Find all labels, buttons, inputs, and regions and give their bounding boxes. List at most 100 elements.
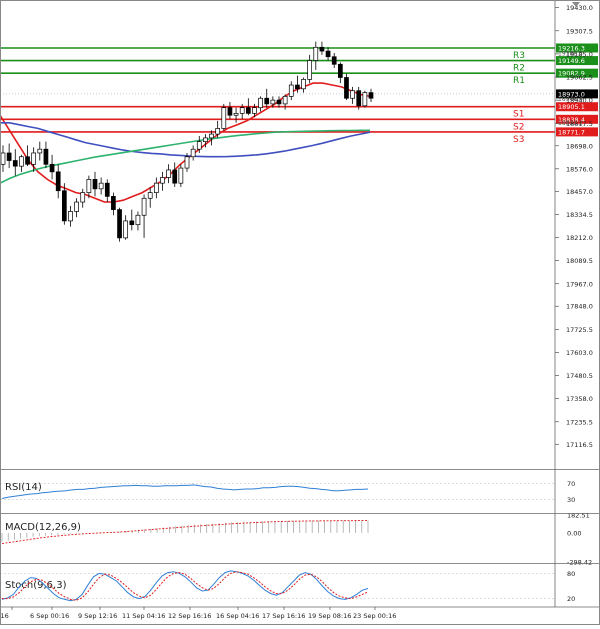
candlestick — [270, 96, 276, 108]
price-tick-label: 18817.5 — [566, 120, 593, 128]
level-tag-label: 18905.1 — [558, 103, 585, 111]
level-name-r1: R1 — [513, 76, 525, 86]
candle-body-up — [221, 107, 227, 129]
candlestick — [245, 98, 251, 116]
candle-body-down — [319, 46, 325, 52]
time-tick-label: 19 Sep 08:16 — [308, 612, 351, 620]
price-tick-label: 18212.0 — [566, 234, 593, 242]
candle-body-up — [301, 79, 306, 90]
candlestick — [301, 77, 306, 93]
candlestick — [43, 141, 49, 169]
candle-body-down — [117, 209, 122, 239]
candlestick — [68, 205, 73, 227]
candlestick — [86, 175, 92, 199]
candle-body-up — [68, 211, 73, 222]
time-tick-label: 9 Sep 12:16 — [78, 612, 117, 620]
candlestick — [178, 164, 184, 187]
candle-body-up — [288, 84, 294, 97]
candlestick — [80, 188, 86, 208]
candle-body-up — [147, 192, 153, 199]
level-tag-label: 18838.4 — [558, 116, 585, 124]
candlestick — [276, 96, 282, 108]
candlestick — [368, 88, 374, 103]
candle-body-down — [55, 171, 61, 192]
candlestick — [221, 103, 227, 131]
candlestick — [295, 75, 300, 93]
candlestick — [6, 143, 12, 169]
candle-body-down — [344, 77, 349, 99]
candlestick — [196, 135, 202, 153]
candlestick — [319, 41, 325, 55]
price-tick-label: 18334.5 — [566, 211, 593, 219]
candle-body-up — [190, 148, 196, 158]
candlestick — [344, 73, 349, 101]
candlestick — [19, 154, 24, 172]
price-tick-label: 17480.5 — [566, 372, 593, 380]
candlestick — [307, 54, 313, 84]
time-tick-label: 16 Sep 04:16 — [216, 612, 259, 620]
candle-body-up — [123, 220, 129, 239]
price-tick-label: 17358.0 — [566, 395, 593, 403]
candle-body-down — [264, 97, 270, 105]
candle-body-down — [295, 84, 300, 90]
level-tag-label: 19149.6 — [558, 57, 585, 65]
price-tick-label: 19185.0 — [566, 50, 593, 58]
level-tag-s3 — [556, 127, 598, 137]
rsi-tick-label: 30 — [567, 496, 575, 504]
candlestick — [61, 183, 67, 225]
candlestick — [215, 120, 221, 138]
candlestick — [203, 134, 208, 148]
candlestick — [160, 171, 165, 191]
price-tick-label: 17967.0 — [566, 280, 593, 288]
price-tick-label: 17725.5 — [566, 326, 593, 334]
price-tick-label: 19430.0 — [566, 4, 593, 12]
candlestick — [104, 179, 110, 203]
candle-body-up — [313, 46, 319, 61]
candlestick — [141, 194, 147, 238]
candlestick — [98, 177, 104, 195]
candle-body-up — [86, 179, 92, 193]
candle-body-up — [74, 201, 79, 212]
candlestick — [313, 41, 319, 70]
faint-price-tag: 19188.5 — [558, 51, 583, 58]
candle-body-up — [0, 152, 6, 165]
candle-body-up — [135, 214, 141, 226]
price-tick-label: 18457.0 — [566, 188, 593, 196]
moving-average-line-2 — [0, 122, 371, 158]
price-tick-label: 18698.0 — [566, 142, 593, 150]
candlestick — [12, 149, 18, 176]
stoch-panel: Stoch(9,6,3) 80 20 — [0, 570, 575, 603]
candle-body-up — [307, 60, 313, 80]
level-tag-r1 — [556, 68, 598, 78]
candle-body-up — [178, 167, 184, 184]
candlestick — [190, 145, 196, 161]
candle-body-down — [61, 190, 67, 222]
time-tick-label: 17 Sep 16:16 — [262, 612, 305, 620]
price-tick-label: 17848.0 — [566, 303, 593, 311]
current-price-label: 18973.0 — [558, 90, 585, 98]
candle-body-up — [160, 177, 165, 184]
level-tag-r2 — [556, 56, 598, 66]
price-axis: 19430.0 19307.5 19185.0 19062.5 18940.0 18817… — [555, 4, 593, 449]
level-tag-r3 — [556, 43, 598, 53]
candle-body-up — [196, 141, 202, 150]
candlestick — [31, 147, 37, 172]
candlestick — [331, 52, 337, 69]
candle-body-down — [129, 220, 135, 226]
level-tag-label: 19082.9 — [558, 70, 585, 78]
candle-body-down — [43, 148, 49, 165]
candlestick — [147, 186, 153, 208]
stoch-tick-label: 80 — [567, 570, 575, 578]
candle-body-down — [356, 90, 362, 107]
candle-body-down — [25, 156, 30, 165]
time-tick-label: 23 Sep 00:16 — [353, 612, 396, 620]
candle-body-up — [153, 182, 159, 193]
candlestick — [123, 215, 129, 240]
time-tick-label: 6 Sep 00:16 — [30, 612, 69, 620]
candle-body-down — [331, 56, 337, 65]
candlestick — [356, 86, 362, 110]
level-name-r2: R2 — [513, 64, 525, 74]
candlestick — [362, 90, 368, 108]
